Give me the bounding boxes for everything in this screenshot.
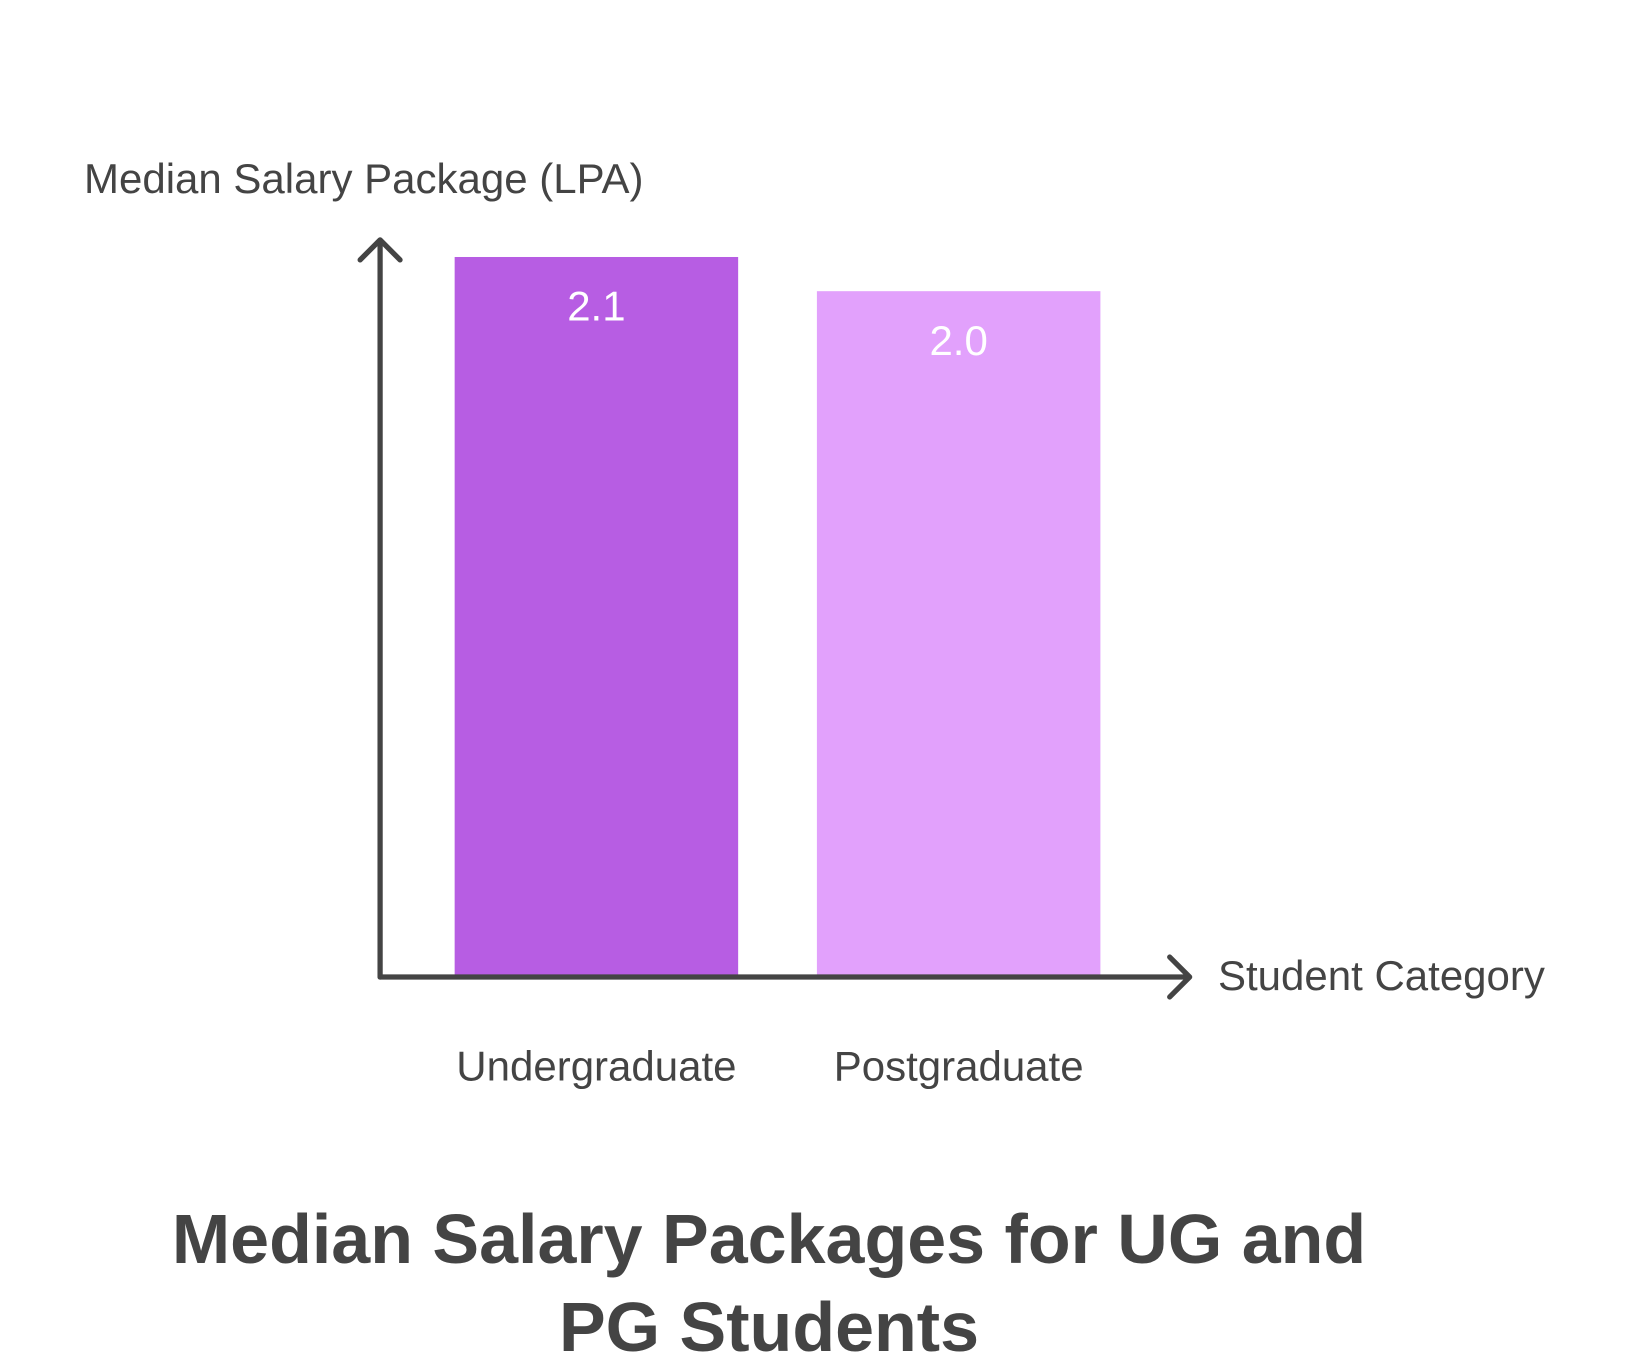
bar [454, 256, 739, 975]
y-axis [357, 237, 403, 980]
x-tick-label: Undergraduate [456, 1042, 736, 1089]
x-tick-label: Postgraduate [834, 1042, 1084, 1089]
bar [816, 291, 1101, 975]
value-label: 2.1 [567, 283, 625, 330]
axes [357, 237, 1193, 1000]
chart-title: Median Salary Packages for UG and PG Stu… [171, 1200, 1367, 1366]
x-axis-label: Student Category [1218, 952, 1545, 999]
value-label: 2.0 [929, 317, 987, 364]
y-axis-label: Median Salary Package (LPA) [84, 155, 644, 202]
x-axis [377, 954, 1193, 1000]
